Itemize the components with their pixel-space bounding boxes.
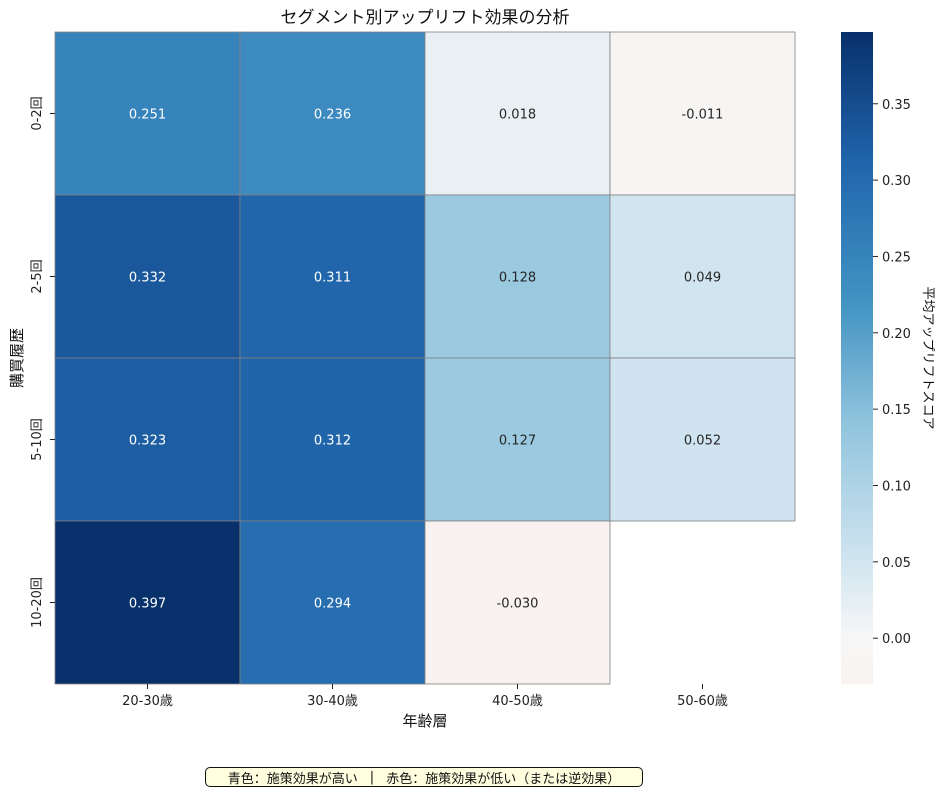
colorbar-tick-label: 0.25 [882, 250, 911, 265]
heatmap-cell [239, 31, 426, 196]
heatmap-cell [239, 520, 426, 685]
heatmap-cell [54, 194, 241, 359]
x-axis-label: 年齢層 [402, 712, 447, 730]
cell-value-label: 0.294 [314, 597, 351, 612]
heatmap-cell [54, 520, 241, 685]
heatmap-cell [424, 194, 611, 359]
cell-value-label: -0.011 [682, 108, 724, 123]
cell-value-label: 0.018 [499, 108, 536, 123]
colorbar-tick-label: 0.20 [882, 327, 911, 342]
heatmap-cell [609, 194, 796, 359]
cell-value-label: 0.251 [129, 108, 166, 123]
y-tick-label: 5-10回 [30, 418, 45, 461]
heatmap-cell [239, 357, 426, 522]
cell-value-label: 0.049 [684, 271, 721, 286]
y-tick-label: 2-5回 [30, 259, 45, 293]
colorbar-tick-label: 0.10 [882, 479, 911, 494]
cell-value-label: 0.397 [129, 597, 166, 612]
cell-value-label: 0.052 [684, 434, 721, 449]
colorbar-tick-label: 0.35 [882, 98, 911, 113]
colorbar-tick-label: 0.15 [882, 403, 911, 418]
cell-value-label: 0.236 [314, 108, 351, 123]
cell-value-label: 0.323 [129, 434, 166, 449]
cell-value-label: 0.332 [129, 271, 166, 286]
note-red-text: 赤色：施策効果が低い（または逆効果） [386, 771, 621, 787]
colorbar-tick-label: 0.00 [882, 632, 911, 647]
cell-value-label: 0.127 [499, 434, 536, 449]
colorbar [841, 32, 873, 684]
heatmap-cell [239, 194, 426, 359]
colorbar-tick-label: 0.05 [882, 556, 911, 571]
legend-note: 青色：施策効果が高い | 赤色：施策効果が低い（または逆効果） [205, 767, 643, 787]
y-axis-label: 購買履歴 [8, 328, 26, 388]
cell-value-label: -0.030 [497, 597, 539, 612]
chart-title: セグメント別アップリフト効果の分析 [281, 8, 570, 28]
cell-value-label: 0.311 [314, 271, 351, 286]
heatmap-cell [54, 31, 241, 196]
x-tick-label: 30-40歳 [307, 694, 358, 709]
cell-value-label: 0.312 [314, 434, 351, 449]
note-separator: | [369, 769, 375, 785]
heatmap-cell [424, 520, 611, 685]
x-tick-label: 40-50歳 [492, 694, 543, 709]
y-tick-label: 0-2回 [30, 96, 45, 130]
colorbar-tick-label: 0.30 [882, 174, 911, 189]
x-tick-label: 20-30歳 [122, 694, 173, 709]
cell-value-label: 0.128 [499, 271, 536, 286]
heatmap-cell [424, 31, 611, 196]
y-tick-label: 10-20回 [30, 577, 45, 628]
x-tick-label: 50-60歳 [677, 694, 728, 709]
heatmap-cell [609, 357, 796, 522]
note-blue-text: 青色：施策効果が高い [227, 771, 358, 787]
heatmap-cell [609, 31, 796, 196]
colorbar-label: 平均アップリフトスコア [920, 286, 935, 429]
